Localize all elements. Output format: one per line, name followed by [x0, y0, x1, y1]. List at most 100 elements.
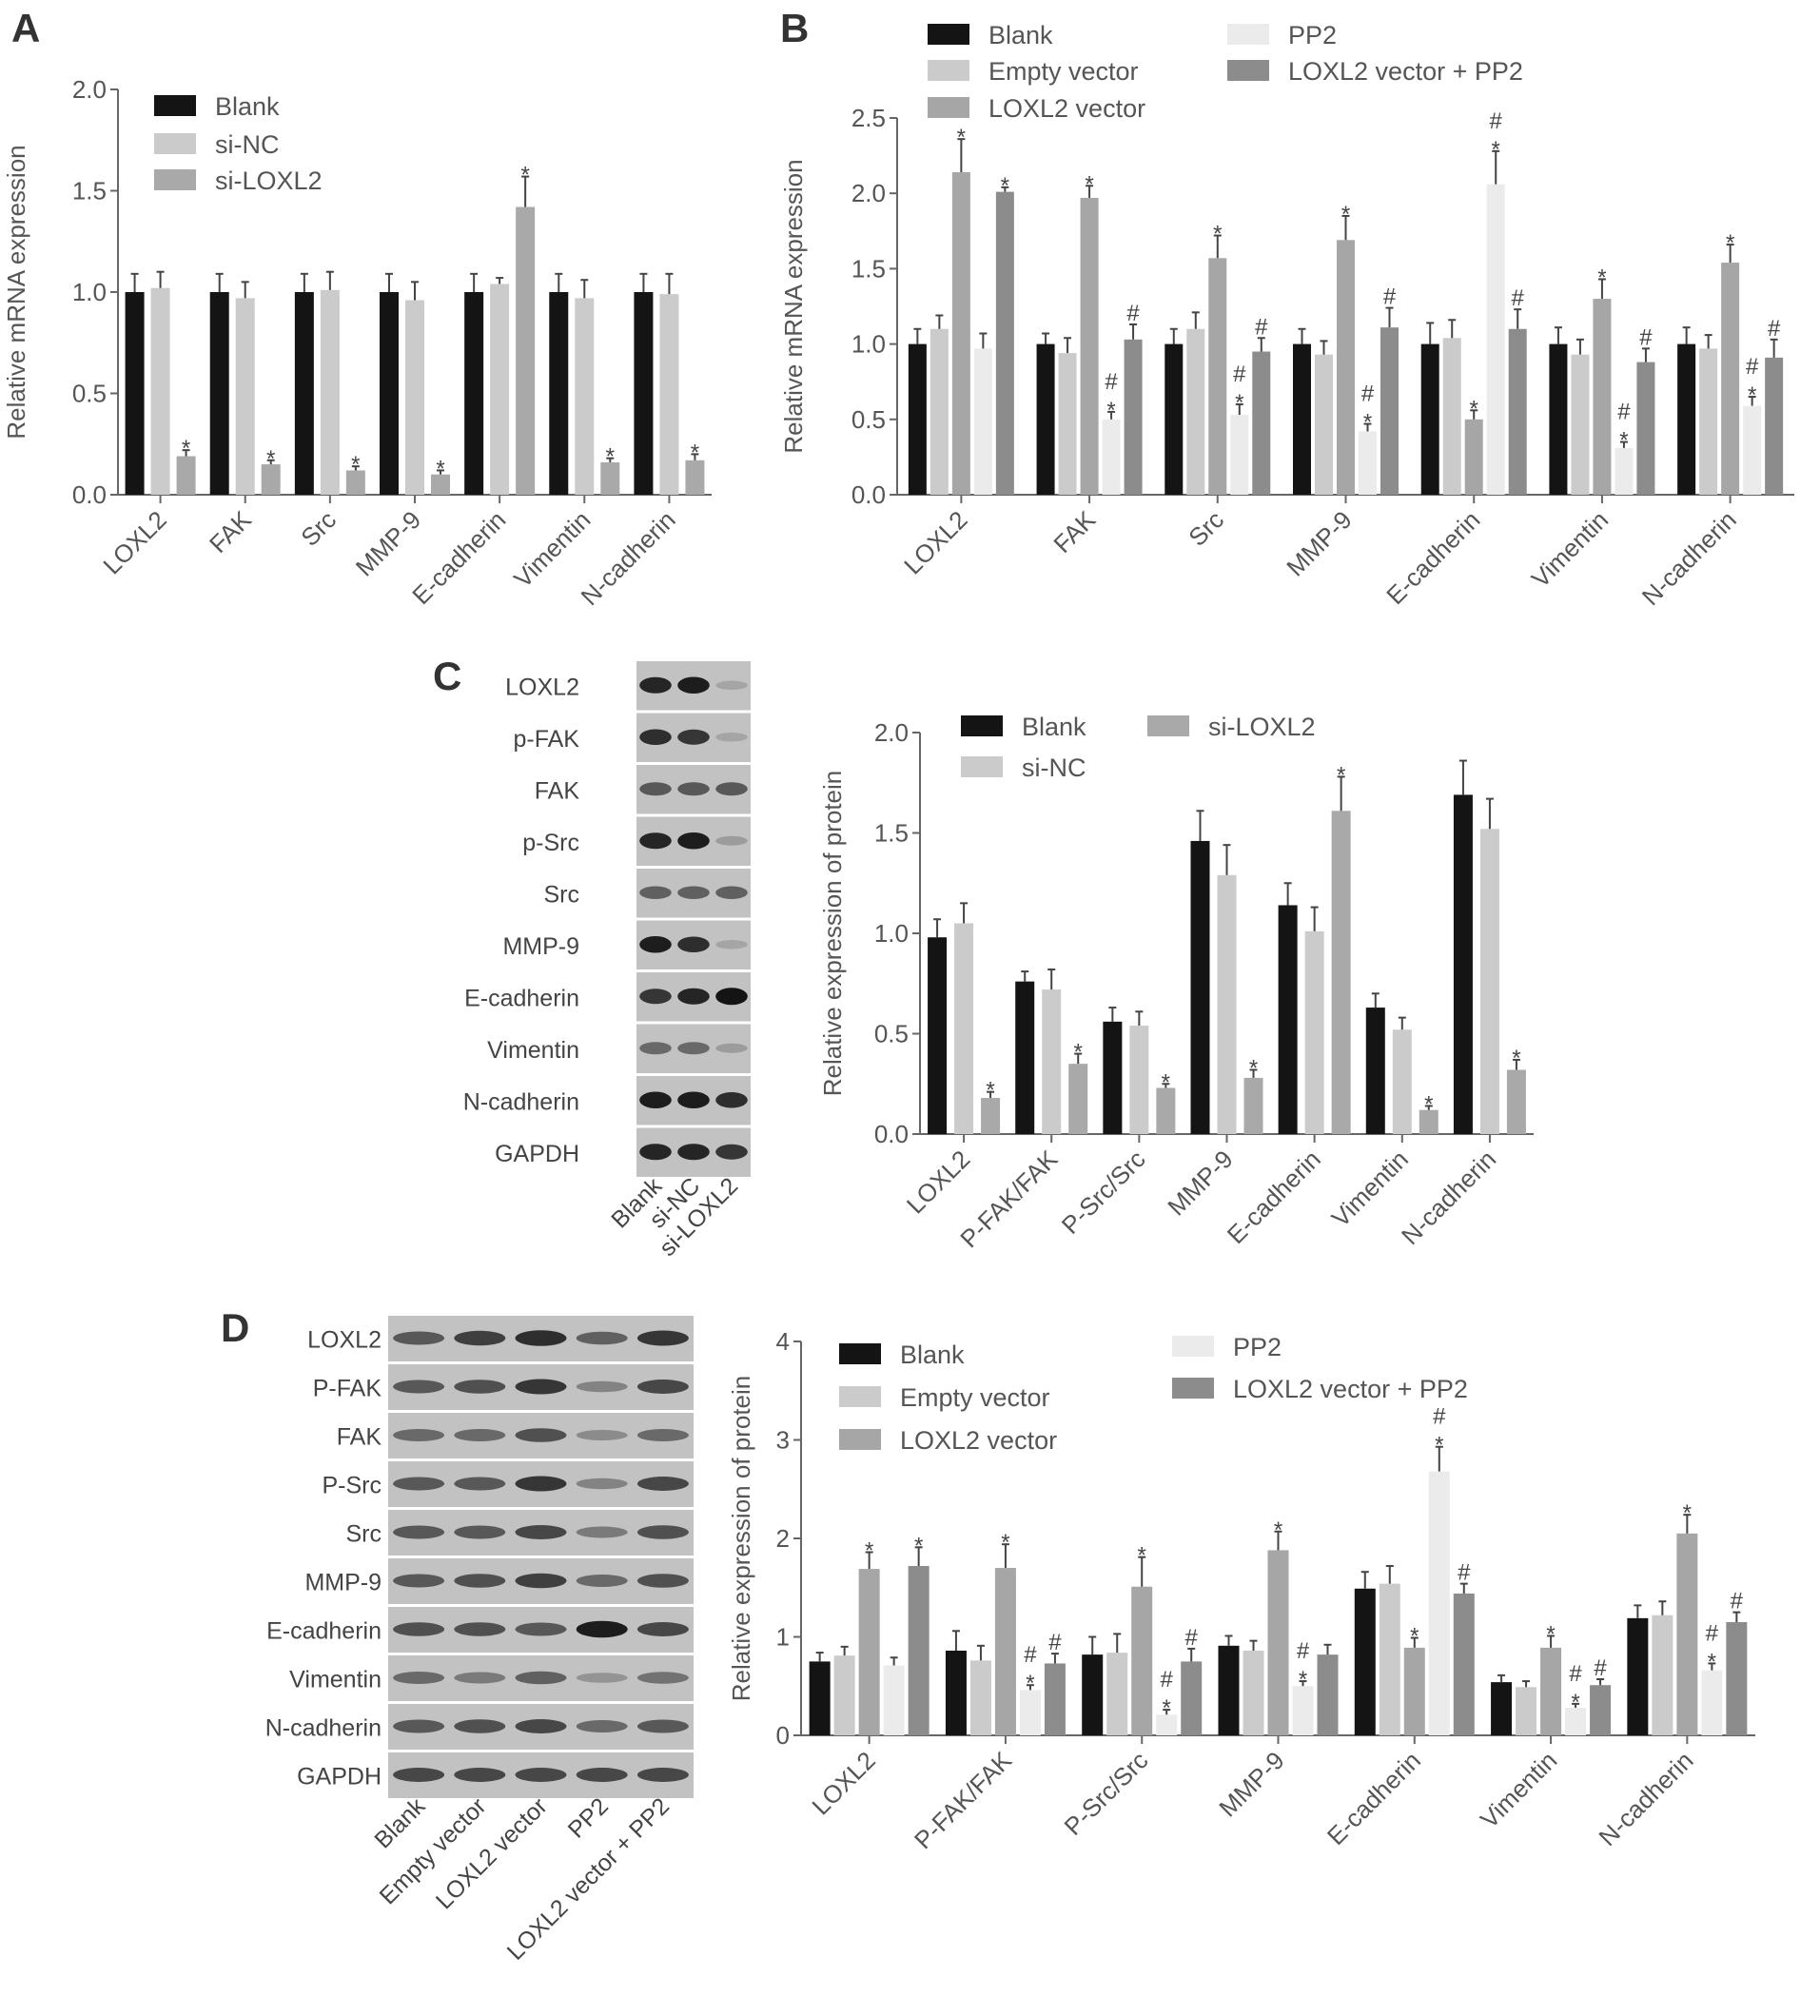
- bar-si-nc: [150, 287, 170, 495]
- bar-loxl2-vector-pp2: [1317, 1654, 1339, 1735]
- protein-band: [515, 1671, 567, 1685]
- bar-blank: [1549, 343, 1568, 495]
- bar-si-loxl2: [345, 470, 365, 495]
- x-tick-label: N-cadherin: [1396, 1145, 1501, 1250]
- bar-loxl2-vector-pp2: [1508, 328, 1527, 495]
- bar-loxl2-vector-pp2: [1252, 351, 1271, 495]
- y-tick-label: 0.5: [874, 1020, 909, 1048]
- bar-pp2: [1102, 419, 1121, 495]
- bar-pp2: [1565, 1708, 1587, 1735]
- protein-band: [515, 1573, 567, 1589]
- significance-hash: #: [1383, 284, 1397, 310]
- protein-band: [454, 1622, 506, 1636]
- bar-loxl2-vector-pp2: [1453, 1593, 1475, 1735]
- bar-loxl2-vector-pp2: [1726, 1621, 1748, 1735]
- legend-swatch: [839, 1386, 881, 1407]
- significance-star: *: [1424, 1091, 1433, 1117]
- bar-blank: [380, 292, 399, 495]
- x-tick-label: FAK: [1047, 505, 1101, 558]
- legend-label: Blank: [215, 92, 280, 121]
- bar-si-loxl2: [685, 460, 705, 495]
- bar-si-nc: [575, 298, 595, 495]
- bar-si-loxl2: [1156, 1087, 1176, 1134]
- protein-band: [576, 1768, 628, 1782]
- bar-pp2: [1486, 184, 1505, 496]
- blot-row-label: p-FAK: [514, 726, 580, 753]
- significance-star: *: [1435, 1433, 1443, 1458]
- bar-blank: [549, 292, 569, 495]
- significance-hash: #: [1433, 1404, 1446, 1430]
- protein-band: [515, 1476, 567, 1492]
- bar-si-nc: [1042, 989, 1062, 1134]
- x-tick-label: LOXL2: [901, 1145, 975, 1219]
- protein-band: [715, 1043, 748, 1053]
- x-tick-label: E-cadherin: [406, 505, 511, 610]
- bar-loxl2-vector-pp2: [1590, 1685, 1612, 1735]
- chart-b: 0.0 0.5 1.0 1.5 2.0 2.5 Relative mRNA expressi…: [779, 21, 1794, 611]
- significance-hash: #: [1024, 1642, 1037, 1668]
- protein-band: [393, 1768, 445, 1782]
- protein-band: [454, 1525, 506, 1539]
- bar-si-loxl2: [261, 464, 281, 495]
- significance-star: *: [182, 436, 190, 461]
- x-tick-label: LOXL2: [898, 505, 972, 579]
- x-tick-label: MMP-9: [350, 505, 426, 581]
- y-axis-label: Relative mRNA expression: [779, 159, 808, 453]
- protein-band: [576, 1620, 628, 1638]
- bar-loxl2-vector: [1080, 197, 1099, 495]
- significance-star: *: [1163, 1695, 1171, 1721]
- protein-band: [639, 936, 672, 953]
- y-axis-label: Relative mRNA expression: [2, 145, 30, 439]
- legend-swatch: [154, 169, 196, 190]
- legend-swatch: [1227, 60, 1269, 81]
- x-tick-label: LOXL2: [97, 505, 171, 579]
- bar-blank: [1218, 1645, 1240, 1735]
- significance-star: *: [1249, 1055, 1258, 1081]
- protein-band: [576, 1430, 628, 1440]
- bar-si-nc: [1129, 1026, 1149, 1134]
- bar-si-nc: [320, 289, 340, 495]
- significance-hash: #: [1768, 316, 1781, 342]
- significance-star: *: [520, 163, 529, 188]
- protein-band: [677, 1042, 710, 1055]
- legend-label: LOXL2 vector + PP2: [1233, 1375, 1468, 1403]
- bar-empty-vector: [1243, 1650, 1264, 1735]
- legend-label: LOXL2 vector + PP2: [1288, 57, 1523, 86]
- bar-empty-vector: [1571, 354, 1590, 495]
- y-tick-label: 0: [776, 1721, 790, 1750]
- bar-loxl2-vector-pp2: [1181, 1661, 1203, 1735]
- bar-si-nc: [1304, 930, 1324, 1134]
- significance-star: *: [865, 1537, 873, 1563]
- significance-hash: #: [1185, 1625, 1199, 1651]
- protein-band: [454, 1574, 506, 1588]
- legend-swatch: [1172, 1378, 1214, 1399]
- protein-band: [715, 733, 748, 742]
- protein-band: [515, 1719, 567, 1733]
- legend-label: Blank: [900, 1341, 965, 1369]
- x-tick-label: P-FAK/FAK: [909, 1746, 1018, 1855]
- significance-hash: #: [1639, 324, 1653, 350]
- bar-si-loxl2: [431, 474, 450, 495]
- legend-label: LOXL2 vector: [988, 94, 1145, 123]
- x-tick-label: N-cadherin: [1636, 505, 1742, 611]
- y-tick-label: 0.0: [72, 480, 107, 509]
- significance-hash: #: [1161, 1667, 1174, 1693]
- bar-pp2: [1230, 415, 1249, 495]
- bar-si-nc: [659, 294, 679, 495]
- bar-loxl2-vector: [858, 1569, 880, 1735]
- bar-blank: [1491, 1682, 1513, 1735]
- protein-band: [636, 1429, 689, 1441]
- blot-row-label: GAPDH: [495, 1141, 579, 1167]
- protein-band: [576, 1575, 628, 1587]
- bar-loxl2-vector: [951, 172, 970, 496]
- x-tick-label: MMP-9: [1281, 505, 1357, 581]
- x-tick-label: MMP-9: [1162, 1145, 1238, 1221]
- legend-swatch: [928, 60, 969, 81]
- protein-band: [454, 1330, 506, 1346]
- bar-loxl2-vector: [1131, 1586, 1153, 1735]
- significance-star: *: [1162, 1069, 1170, 1095]
- bar-si-nc: [954, 923, 974, 1134]
- protein-band: [677, 676, 710, 694]
- protein-band: [715, 782, 748, 796]
- significance-hash: #: [1569, 1661, 1582, 1687]
